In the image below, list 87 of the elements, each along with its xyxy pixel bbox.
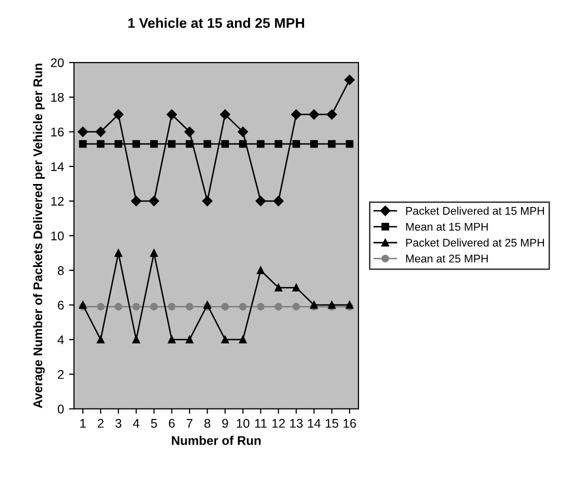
x-tick-label: 3 [115, 418, 122, 428]
point [238, 126, 248, 137]
point [308, 109, 320, 120]
point [221, 302, 229, 311]
point [166, 109, 177, 120]
point [150, 140, 158, 148]
x-tick-label: 5 [151, 419, 157, 428]
point [256, 302, 264, 311]
x-tick-label: 10 [236, 418, 250, 428]
point [221, 140, 229, 148]
y-tick-label: 20 [50, 58, 64, 68]
y-tick-label: 16 [51, 128, 64, 136]
legend-label: Mean at 25 MPH [406, 254, 488, 263]
point [114, 249, 122, 257]
x-tick-label: 11 [255, 419, 267, 428]
y-tick-label: 14 [51, 162, 64, 171]
point [132, 336, 140, 344]
point [292, 140, 300, 148]
point [239, 336, 247, 344]
y-tick-label: 18 [51, 92, 64, 102]
point [310, 140, 318, 148]
point [274, 284, 282, 292]
point [168, 302, 176, 311]
point [291, 109, 302, 120]
point [96, 302, 104, 311]
x-tick-label: 14 [308, 419, 321, 428]
x-tick-label: 15 [326, 419, 338, 428]
point [239, 302, 247, 311]
chart-title: 1 Vehicle at 15 and 25 MPH [128, 18, 304, 28]
point [96, 126, 106, 137]
x-tick-label: 7 [186, 419, 192, 428]
x-tick-label: 2 [98, 418, 104, 428]
point [168, 336, 176, 344]
y-axis-title: Average Number of Packets Delivered per Vehicle per Run [33, 64, 45, 408]
point [221, 336, 229, 344]
point [346, 140, 354, 148]
x-tick-label: 4 [133, 419, 140, 428]
point [96, 140, 104, 148]
y-tick-label: 12 [51, 196, 64, 206]
x-tick-label: 13 [290, 418, 303, 428]
point [150, 249, 158, 257]
point [220, 109, 230, 120]
point [344, 74, 355, 85]
point [202, 196, 212, 206]
legend-label: Mean at 15 MPH [406, 222, 488, 231]
point [168, 140, 176, 148]
x-tick-label: 12 [272, 418, 285, 428]
x-axis-title: Number of Run [172, 436, 261, 445]
point [184, 126, 195, 137]
point [186, 336, 194, 344]
point [114, 140, 122, 148]
x-tick-label: 16 [344, 418, 356, 428]
y-tick-label: 0 [58, 404, 64, 414]
point [273, 196, 284, 206]
point [148, 196, 160, 206]
point [96, 336, 104, 344]
point [256, 140, 264, 148]
legend-label: Packet Delivered at 25 MPH [406, 238, 544, 247]
point [256, 196, 266, 206]
y-tick-label: 2 [58, 370, 64, 379]
point [326, 109, 337, 120]
x-tick-label: 9 [222, 418, 228, 428]
point [132, 302, 140, 311]
point [292, 284, 300, 292]
point [79, 140, 87, 148]
y-tick-label: 4 [58, 336, 64, 344]
x-tick-label: 8 [204, 418, 210, 428]
y-tick-label: 10 [51, 231, 64, 240]
point [186, 302, 194, 311]
point [131, 196, 142, 206]
point [113, 109, 124, 120]
point [78, 126, 88, 137]
point [328, 140, 336, 148]
point [274, 302, 282, 311]
point [292, 302, 300, 311]
legend-label: Packet Delivered at 15 MPH [406, 206, 544, 215]
point [150, 302, 158, 311]
x-tick-label: 1 [80, 419, 86, 428]
point [186, 140, 194, 148]
point [256, 266, 264, 274]
point [204, 140, 212, 148]
point [274, 140, 282, 148]
x-tick-label: 6 [168, 418, 175, 428]
point [132, 140, 140, 148]
y-tick-label: 8 [58, 266, 64, 275]
y-tick-label: 6 [58, 300, 64, 310]
point [114, 302, 122, 311]
